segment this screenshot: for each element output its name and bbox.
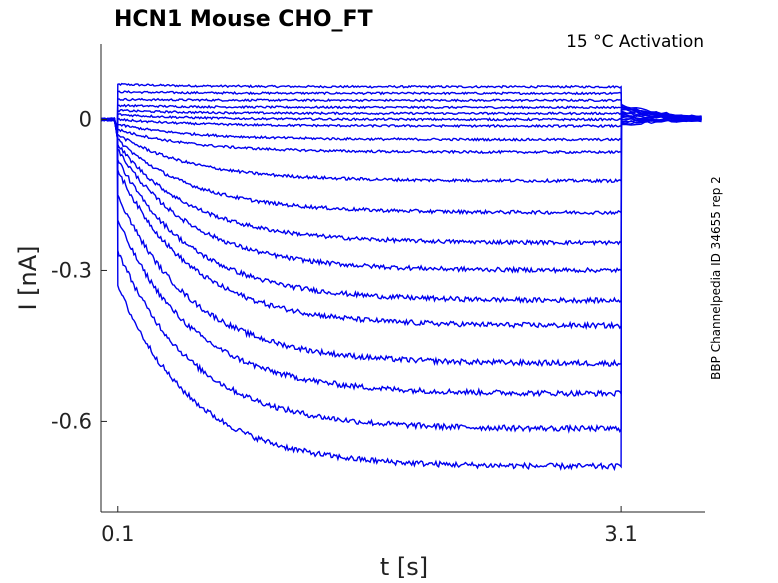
chart-title: HCN1 Mouse CHO_FT [114,7,373,32]
y-tick-label: -0.6 [51,409,92,433]
trace-line [100,108,702,132]
trace-line [100,117,702,472]
trace-line [100,113,702,184]
trace-line [100,110,702,133]
trace-line [100,82,702,130]
traces-group [100,82,702,472]
side-label: BBP Channelpedia ID 34655 rep 2 [709,176,723,380]
trace-line [100,117,702,305]
trace-line [100,108,702,133]
trace-line [101,117,702,368]
trace-line [100,117,702,398]
y-tick-label: -0.3 [51,258,92,282]
trace-line [100,117,702,331]
trace-line [100,115,702,247]
trace-line [100,103,702,132]
trace-line [100,114,702,216]
trace-line [100,115,702,275]
x-tick-label: 0.1 [101,522,134,546]
trace-line [100,97,702,131]
trace-line [100,90,702,131]
x-ticks: 0.1 3.1 [101,506,638,546]
trace-line [100,117,702,434]
y-ticks: 0 -0.3 -0.6 [51,107,107,433]
y-axis-label: I [nA] [14,245,42,310]
trace-line [100,112,702,155]
x-tick-label: 3.1 [604,522,637,546]
y-tick-label: 0 [79,107,92,131]
chart-annotation: 15 °C Activation [566,32,704,52]
trace-line [100,111,702,142]
x-axis-label: t [s] [380,553,428,581]
